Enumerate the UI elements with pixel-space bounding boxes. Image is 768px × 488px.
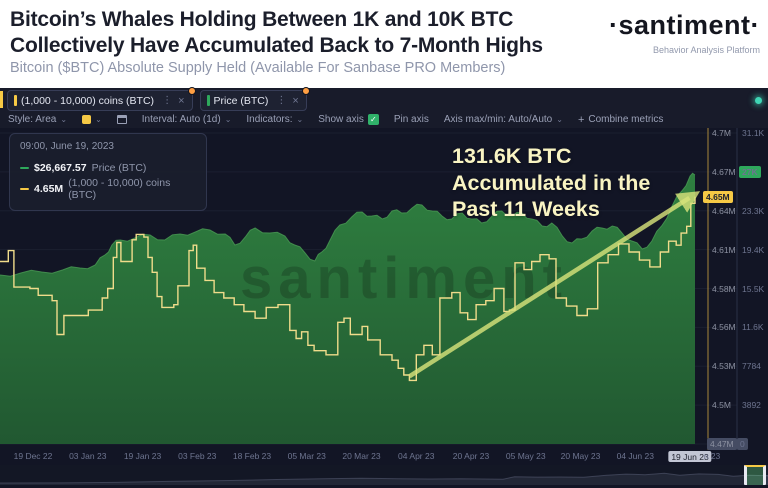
- chevron-down-icon: ⌄: [296, 115, 304, 124]
- chart-navigator[interactable]: [0, 465, 768, 485]
- y-axis-tick: 4.7M: [712, 128, 731, 138]
- x-axis-tick: 19 Jun 23: [668, 451, 712, 462]
- trend-arrow: [408, 191, 701, 379]
- tab-price-metric[interactable]: Price (BTC) ⋮ ×: [199, 87, 310, 111]
- interval-dropdown[interactable]: Interval: Auto (1d) ⌄: [141, 114, 232, 125]
- calendar-icon: [116, 115, 127, 124]
- title-line-1: Bitcoin’s Whales Holding Between 1K and …: [10, 8, 514, 31]
- santiment-logo: ·santiment·: [608, 10, 760, 40]
- svg-text:santiment: santiment: [240, 246, 568, 311]
- tab-coins-metric[interactable]: (1,000 - 10,000) coins (BTC) ⋮ ×: [7, 87, 196, 111]
- show-axis-toggle[interactable]: Show axis ✓: [318, 114, 379, 125]
- tooltip-supply-label: (1,000 - 10,000) coins (BTC): [68, 177, 171, 201]
- price-dash-icon: [20, 167, 29, 169]
- style-dropdown[interactable]: Style: Area ⌄: [8, 114, 68, 125]
- y-axis-tick: 11.6K: [742, 322, 764, 333]
- tooltip-price-label: Price (BTC): [91, 162, 147, 174]
- x-axis-tick: 03 Jan 23: [69, 451, 107, 461]
- y-axis-tick: 4.56M: [712, 322, 736, 333]
- x-axis-tick: 20 Mar 23: [342, 451, 381, 461]
- plot-area[interactable]: santiment 4.7M 4.67M 4.64M 4.61M 4.58M 4.56M 4…: [0, 128, 768, 450]
- chevron-down-icon: ⌄: [556, 115, 563, 124]
- y-axis-tick: 4.64M: [712, 205, 736, 216]
- indicators-dropdown[interactable]: Indicators: ⌄: [246, 114, 304, 125]
- title-line-2: Collectively Have Accumulated Back to 7-…: [10, 33, 543, 57]
- y-axis-tick: 7784: [742, 361, 761, 372]
- y-axis-tick: 19.4K: [742, 244, 765, 255]
- y-axis-tick: 23.3K: [742, 205, 765, 216]
- y-axis-tick: 27K: [739, 165, 761, 178]
- metric-tabs: (1,000 - 10,000) coins (BTC) ⋮ × Price (…: [7, 87, 310, 111]
- metric-color-swatch: [82, 115, 92, 124]
- annotation-line-1: 131.6K BTC: [452, 144, 572, 168]
- tooltip-row-price: $26,667.57 Price (BTC): [20, 162, 196, 174]
- x-axis-tick: 20 Apr 23: [452, 451, 490, 461]
- x-axis-tick: 19 Jan 23: [123, 451, 162, 461]
- x-axis-tick: 04 Apr 23: [398, 451, 435, 461]
- x-axis-tick: 19 Dec 22: [13, 451, 53, 461]
- x-axis-tick: 04 Jun 23: [616, 451, 654, 461]
- supply-dash-icon: [20, 188, 29, 190]
- navigator-dim-overlay: [0, 465, 745, 485]
- color-swatch-dropdown[interactable]: ⌄: [82, 115, 102, 124]
- plus-icon: +: [577, 113, 585, 126]
- current-supply-badge: 4.65M: [703, 190, 733, 203]
- navigator-preview: [0, 472, 768, 485]
- pin-axis-button[interactable]: Pin axis: [393, 114, 429, 125]
- y-axis-tick: 4.5M: [712, 400, 731, 411]
- tooltip-price-value: $26,667.57: [34, 162, 87, 174]
- x-axis: 19 Dec 22 03 Jan 23 19 Jan 23 03 Feb 23 18 F…: [0, 450, 768, 463]
- supply-step-line: [0, 196, 696, 382]
- x-axis-tick: 05 Mar 23: [287, 451, 326, 461]
- x-axis-tick: 05 May 23: [505, 451, 546, 461]
- metric-color-bar: [14, 95, 17, 106]
- tab-label: Price (BTC): [213, 94, 269, 107]
- chart-panel: (1,000 - 10,000) coins (BTC) ⋮ × Price (…: [0, 87, 768, 488]
- x-axis-tick: 20 May 23: [560, 451, 601, 461]
- kebab-menu-icon[interactable]: ⋮: [162, 95, 173, 106]
- y-axis-tick: 4.47M: [707, 438, 737, 450]
- y-axis-tick: 15.5K: [742, 283, 765, 294]
- tooltip-timestamp: 09:00, June 19, 2023: [20, 141, 114, 152]
- x-axis-tick: 18 Feb 23: [232, 451, 272, 461]
- logo-tagline: Behavior Analysis Platform: [652, 45, 760, 55]
- show-axis-checkbox[interactable]: ✓: [367, 114, 379, 125]
- notification-badge: [301, 87, 310, 95]
- y-axis-tick: 31.1K: [742, 128, 765, 138]
- y-axis-tick: 4.53M: [712, 361, 736, 372]
- page-title: Bitcoin’s Whales Holding Between 1K and …: [10, 7, 543, 59]
- notification-badge: [187, 87, 196, 95]
- chevron-down-icon: ⌄: [95, 115, 102, 124]
- y-axis-tick: 4.61M: [712, 244, 736, 255]
- annotation-text: 131.6K BTC Accumulated in the Past 11 We…: [452, 143, 650, 223]
- calendar-button[interactable]: [116, 115, 127, 124]
- close-icon[interactable]: ×: [178, 94, 185, 107]
- annotation-line-2: Accumulated in the: [452, 170, 651, 195]
- left-accent-bar: [0, 91, 3, 108]
- brand: ·santiment· Behavior Analysis Platform: [609, 10, 760, 55]
- chart-toolbar: Style: Area ⌄ ⌄ Interval: Auto (1d) ⌄ Indi…: [8, 113, 663, 126]
- chart-tooltip: 09:00, June 19, 2023 $26,667.57 Price (B…: [9, 133, 207, 211]
- x-axis-tick-partial: n 23: [703, 451, 721, 461]
- y-axis-tick: 3892: [742, 400, 761, 411]
- axis-maxmin-dropdown[interactable]: Axis max/min: Auto/Auto ⌄: [443, 114, 563, 125]
- navigator-selection[interactable]: [744, 465, 767, 485]
- header: Bitcoin’s Whales Holding Between 1K and …: [0, 0, 768, 88]
- tooltip-row-supply: 4.65M (1,000 - 10,000) coins (BTC): [20, 177, 196, 201]
- close-icon[interactable]: ×: [292, 94, 299, 107]
- combine-metrics-button[interactable]: + Combine metrics: [577, 113, 664, 126]
- x-axis-tick: 03 Feb 23: [178, 451, 217, 461]
- chevron-down-icon: ⌄: [224, 115, 232, 124]
- annotation-line-3: Past 11 Weeks: [452, 197, 600, 222]
- page-subtitle: Bitcoin ($BTC) Absolute Supply Held (Ava…: [10, 60, 506, 76]
- tab-label: (1,000 - 10,000) coins (BTC): [21, 94, 155, 107]
- status-dot[interactable]: [755, 97, 762, 104]
- chevron-down-icon: ⌄: [60, 115, 68, 124]
- kebab-menu-icon[interactable]: ⋮: [276, 95, 287, 106]
- y-axis-tick: 4.67M: [712, 166, 736, 177]
- y-axis-tick: 4.58M: [712, 283, 736, 294]
- tooltip-supply-value: 4.65M: [34, 183, 64, 195]
- metric-color-bar: [206, 95, 210, 106]
- y-axis-tick: 0: [737, 438, 748, 450]
